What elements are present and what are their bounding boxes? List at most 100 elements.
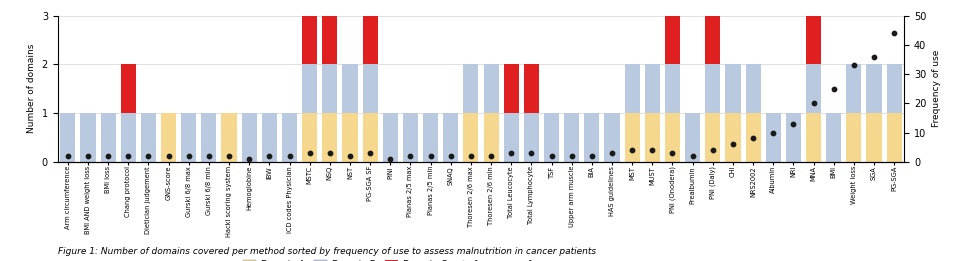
Text: Figure 1: Number of domains covered per method sorted by frequency of use to ass: Figure 1: Number of domains covered per … — [58, 247, 595, 256]
Point — [221, 154, 236, 158]
Bar — [181, 113, 196, 162]
Bar — [543, 113, 558, 162]
Point — [403, 154, 418, 158]
Point — [60, 154, 75, 158]
Bar — [704, 64, 720, 113]
Bar — [221, 113, 236, 162]
Bar — [322, 113, 337, 162]
Point — [563, 154, 579, 158]
Bar — [362, 16, 378, 64]
Point — [322, 151, 337, 155]
Legend: Domain A, Domain B, Domain C, frequency of use: Domain A, Domain B, Domain C, frequency … — [239, 257, 553, 261]
Bar — [443, 113, 457, 162]
Point — [120, 154, 136, 158]
Bar — [886, 113, 900, 162]
Point — [100, 154, 115, 158]
Bar — [241, 113, 257, 162]
Point — [604, 151, 619, 155]
Bar — [201, 113, 216, 162]
Bar — [563, 113, 579, 162]
Point — [886, 31, 901, 35]
Point — [362, 151, 378, 155]
Bar — [524, 113, 538, 162]
Bar — [362, 113, 378, 162]
Point — [463, 154, 479, 158]
Bar — [463, 113, 478, 162]
Point — [543, 154, 558, 158]
Bar — [846, 64, 860, 113]
Bar — [745, 64, 760, 113]
Point — [866, 55, 881, 59]
Point — [765, 130, 780, 135]
Bar — [302, 16, 317, 64]
Bar — [342, 64, 357, 113]
Point — [704, 148, 720, 152]
Bar — [765, 113, 780, 162]
Bar — [644, 64, 659, 113]
Point — [181, 154, 196, 158]
Bar — [322, 64, 337, 113]
Bar — [81, 113, 95, 162]
Bar — [624, 64, 639, 113]
Point — [745, 136, 760, 140]
Point — [261, 154, 277, 158]
Point — [805, 101, 821, 105]
Bar — [624, 113, 639, 162]
Bar — [805, 16, 821, 64]
Bar — [302, 64, 317, 113]
Bar — [483, 113, 498, 162]
Bar — [524, 64, 538, 113]
Bar — [704, 113, 720, 162]
Bar — [120, 113, 136, 162]
Bar — [342, 113, 357, 162]
Bar — [282, 113, 297, 162]
Point — [785, 122, 801, 126]
Point — [140, 154, 156, 158]
Point — [160, 154, 176, 158]
Point — [80, 154, 95, 158]
Y-axis label: Number of domains: Number of domains — [27, 44, 37, 133]
Point — [684, 154, 700, 158]
Bar — [322, 16, 337, 64]
Point — [624, 148, 639, 152]
Point — [583, 154, 599, 158]
Point — [282, 154, 297, 158]
Y-axis label: Frequency of use: Frequency of use — [931, 50, 940, 127]
Bar — [504, 64, 518, 113]
Bar — [140, 113, 156, 162]
Bar — [805, 64, 821, 113]
Bar — [382, 113, 398, 162]
Bar — [463, 64, 478, 113]
Bar — [664, 113, 679, 162]
Bar — [261, 113, 277, 162]
Bar — [504, 113, 518, 162]
Bar — [866, 64, 880, 113]
Point — [342, 154, 357, 158]
Bar — [664, 64, 679, 113]
Point — [302, 151, 317, 155]
Point — [503, 151, 518, 155]
Bar — [362, 64, 378, 113]
Bar — [745, 113, 760, 162]
Point — [443, 154, 458, 158]
Bar — [583, 113, 599, 162]
Point — [482, 154, 498, 158]
Bar — [846, 113, 860, 162]
Bar — [684, 113, 700, 162]
Bar — [866, 113, 880, 162]
Bar — [483, 64, 498, 113]
Point — [725, 142, 740, 146]
Point — [201, 154, 216, 158]
Bar — [101, 113, 115, 162]
Bar — [785, 113, 801, 162]
Bar — [423, 113, 437, 162]
Bar — [120, 64, 136, 113]
Point — [241, 157, 257, 161]
Point — [846, 63, 861, 67]
Bar — [403, 113, 418, 162]
Bar — [61, 113, 75, 162]
Bar — [644, 113, 659, 162]
Bar — [725, 113, 740, 162]
Point — [423, 154, 438, 158]
Bar — [664, 16, 679, 64]
